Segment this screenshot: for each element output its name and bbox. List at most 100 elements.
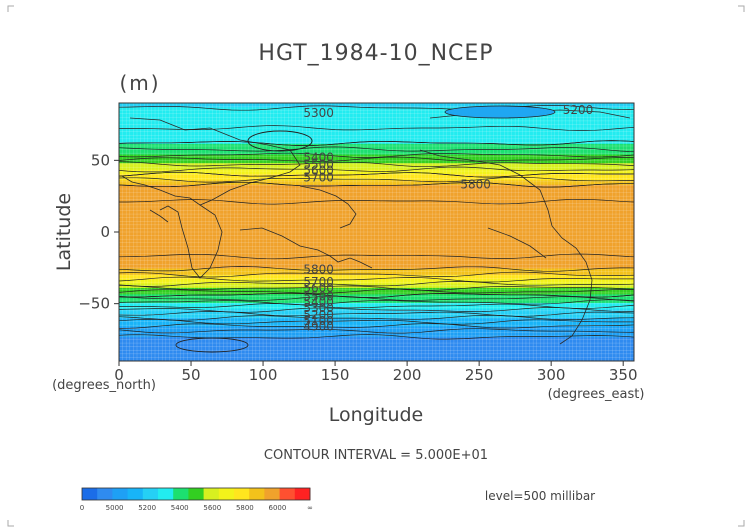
band-strip [119, 133, 634, 136]
contour-line [119, 276, 634, 283]
band-strip [119, 163, 634, 166]
colorbar-swatch [188, 488, 204, 500]
band-strip [119, 212, 634, 216]
band-strip [119, 281, 634, 285]
band-strip [119, 126, 634, 130]
band-strip [119, 257, 634, 261]
contour-line [119, 176, 634, 183]
contour-line [119, 161, 634, 168]
contour-line [119, 307, 634, 313]
contour-line [119, 299, 634, 306]
contour-label: 5100 [303, 314, 334, 328]
colorbar: 0 5000 5200 5400 5600 5800 6000 ∞ [80, 487, 313, 512]
band-strip [119, 311, 634, 315]
band-strip [119, 118, 634, 121]
band-strip [119, 225, 634, 229]
band-strip [119, 184, 634, 188]
band-strip [119, 167, 634, 171]
band-strip [119, 358, 634, 361]
x-tick-label: 300 [537, 366, 566, 384]
contour-label: 5600 [303, 163, 334, 177]
band-strip [119, 356, 634, 360]
band-strip [119, 296, 634, 300]
y-units-label: (degrees_north) [52, 378, 156, 393]
colorbar-swatch [158, 488, 174, 500]
contour-line [119, 125, 634, 131]
band-strip [119, 259, 634, 263]
contour-line [119, 303, 634, 309]
band-strip [119, 348, 634, 351]
contour-line [119, 253, 634, 260]
band-strip [119, 139, 634, 143]
colorbar-label: 5800 [236, 504, 254, 512]
band-strip [119, 115, 634, 119]
band-strip [119, 128, 634, 132]
band-strip [119, 146, 634, 149]
contour-line [119, 295, 634, 302]
band-strip [119, 122, 634, 126]
colorbar-swatch [234, 488, 250, 500]
arctic-low-region [444, 105, 556, 119]
band-strip [119, 343, 634, 347]
southern-low-contour [175, 337, 249, 353]
colorbar-swatch [112, 488, 128, 500]
band-strip [119, 124, 634, 128]
band-strip [119, 150, 634, 154]
contour-line [119, 198, 634, 205]
band-strip [119, 255, 634, 259]
band-strip [119, 315, 634, 319]
band-strip [119, 244, 634, 248]
contour-line [119, 166, 634, 173]
contour-label: 5200 [563, 103, 594, 117]
contour-lines [119, 104, 634, 340]
contour-label: 5300 [303, 301, 334, 315]
colorbar-frame [81, 487, 311, 501]
band-strip [119, 105, 634, 108]
band-strip [119, 292, 634, 295]
band-strip [119, 143, 634, 147]
band-strip [119, 309, 634, 313]
band-strip [119, 120, 634, 123]
band-strip [119, 302, 634, 306]
polar-low-contour [247, 130, 313, 152]
band-strip [119, 161, 634, 164]
band-strip [119, 307, 634, 310]
band-strip [119, 208, 634, 212]
band-strip [119, 238, 634, 242]
band-strip [119, 234, 634, 237]
band-strip [119, 227, 634, 231]
band-strip [119, 206, 634, 209]
band-strip [119, 154, 634, 158]
contour-line [119, 323, 634, 329]
contour-line [119, 281, 634, 287]
band-strip [119, 298, 634, 302]
contour-line [119, 146, 634, 153]
band-strip [119, 176, 634, 179]
band-strip [119, 173, 634, 177]
band-strip [119, 313, 634, 317]
band-strip [119, 294, 634, 298]
band-strip [119, 223, 634, 227]
colorbar-swatch [249, 488, 265, 500]
band-strip [119, 229, 634, 233]
colorbar-swatch [264, 488, 280, 500]
contour-line [119, 285, 634, 291]
x-tick-label: 100 [249, 366, 278, 384]
x-axis: 0 50 100 150 200 250 300 350 [114, 361, 638, 384]
band-strip [119, 180, 634, 184]
band-strip [119, 279, 634, 283]
colorbar-label: 6000 [269, 504, 287, 512]
colorbar-label: ∞ [307, 504, 313, 512]
colorbar-label: 5600 [203, 504, 221, 512]
colorbar-label: 0 [80, 504, 84, 512]
band-strip [119, 109, 634, 113]
contour-label: 5400 [303, 150, 334, 164]
band-strip [119, 320, 634, 323]
colorbar-swatch [279, 488, 296, 500]
band-strip [119, 103, 634, 106]
band-strip [119, 350, 634, 353]
contour-interval-text: CONTOUR INTERVAL = 5.000E+01 [264, 448, 488, 463]
band-strip [119, 300, 634, 304]
colorbar-swatch [127, 488, 144, 500]
band-strip [119, 216, 634, 220]
